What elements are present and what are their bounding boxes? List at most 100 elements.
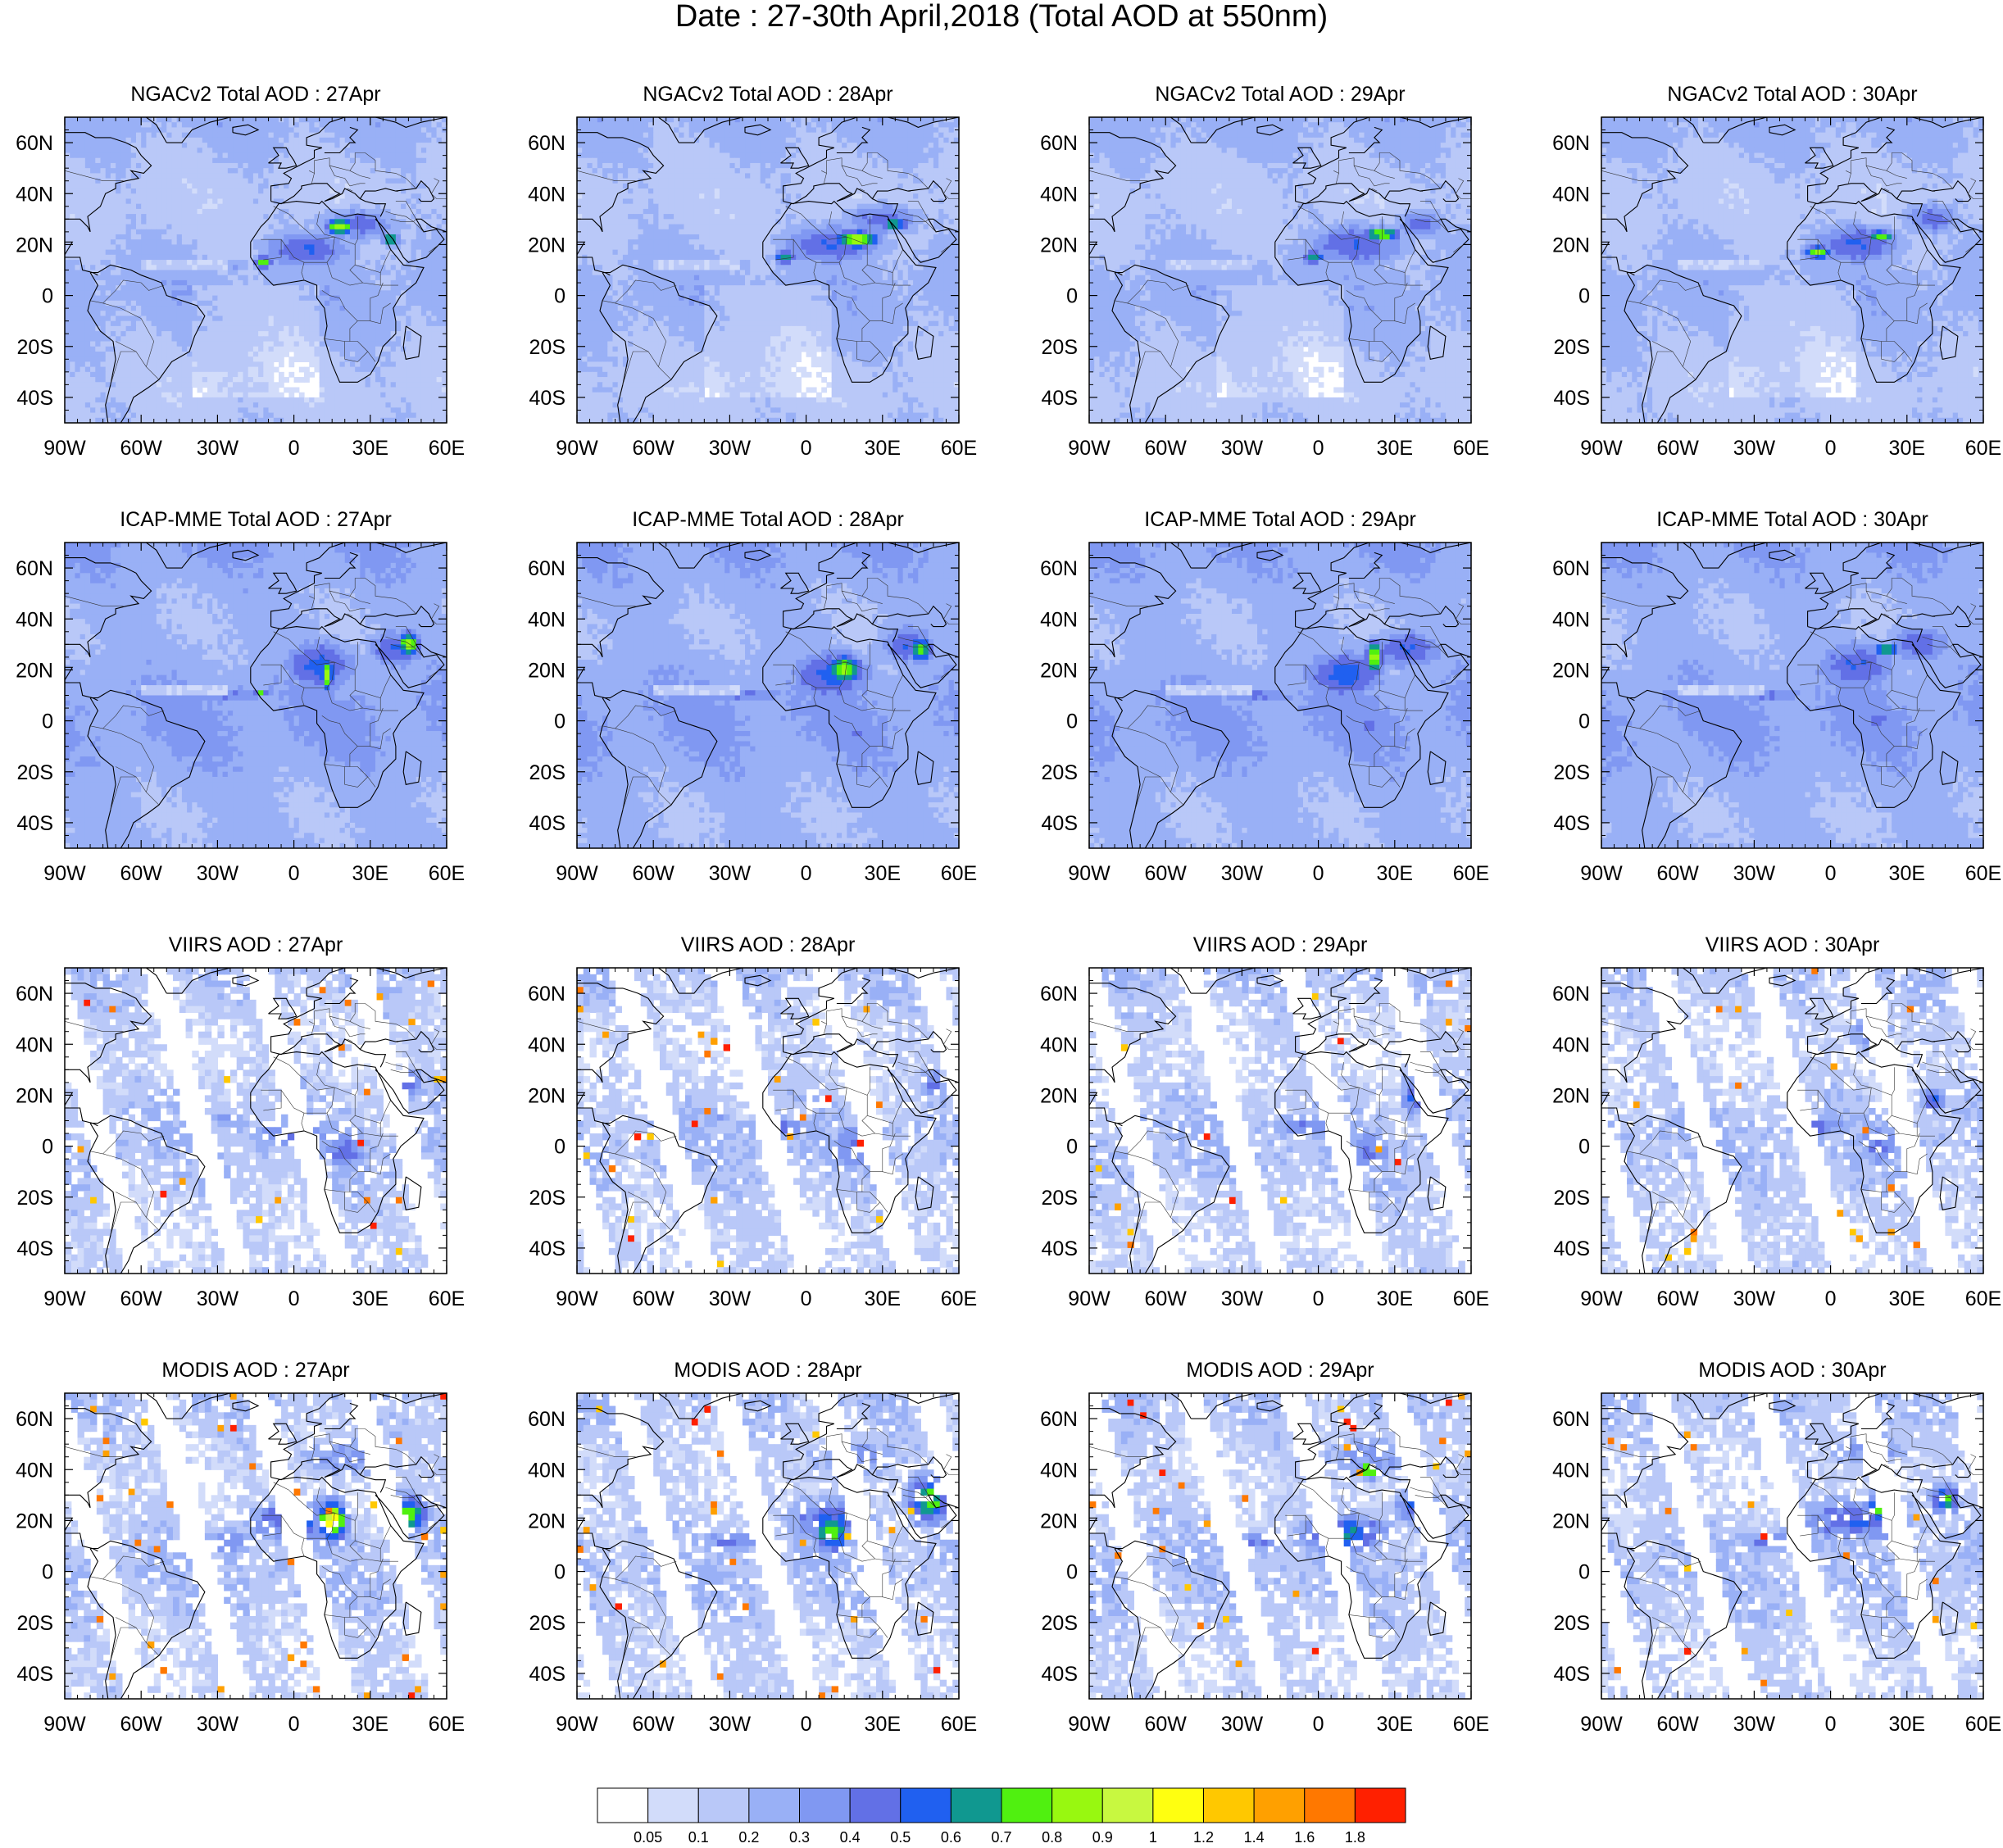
y-tick-label: 20N (1040, 234, 1078, 257)
colorbar-label: 1.6 (1294, 1829, 1315, 1846)
aod-field (577, 117, 959, 423)
y-tick-label: 20S (17, 336, 53, 359)
panel-title: VIIRS AOD : 28Apr (681, 933, 856, 956)
y-tick-label: 40N (16, 1033, 53, 1056)
coastline-overlay (577, 1393, 959, 1699)
y-tick-label: 40S (1042, 1237, 1078, 1260)
x-tick-label: 30E (1377, 862, 1413, 885)
y-tick-label: 0 (1066, 285, 1078, 308)
map-panel: ICAP-MME Total AOD : 27Apr 90W 60W 30W 0 30E 6… (16, 508, 465, 885)
map-panel: MODIS AOD : 29Apr 90W 60W 30W 0 30E 60E 60N 40N 2… (1040, 1359, 1489, 1736)
x-tick-label: 30E (352, 1287, 388, 1310)
y-tick-label: 20S (529, 761, 565, 784)
panel-title: NGACv2 Total AOD : 28Apr (643, 83, 892, 106)
aod-field (577, 1393, 959, 1699)
colorbar-swatch (1304, 1787, 1356, 1823)
y-tick-label: 60N (1552, 1408, 1590, 1431)
y-tick-label: 20N (1040, 1084, 1078, 1107)
colorbar-label: 0.6 (941, 1829, 961, 1846)
x-tick-label: 60E (429, 1287, 465, 1310)
x-tick-label: 60W (632, 1287, 674, 1310)
y-tick-label: 40S (1554, 1237, 1590, 1260)
y-tick-label: 40N (16, 183, 53, 206)
x-tick-label: 60W (1144, 862, 1187, 885)
x-tick-label: 0 (1825, 1287, 1837, 1310)
x-tick-label: 30W (709, 1287, 752, 1310)
x-tick-label: 60W (1144, 437, 1187, 460)
x-tick-label: 60W (120, 1713, 162, 1736)
x-tick-label: 60E (1965, 1287, 2001, 1310)
y-tick-label: 20S (17, 1187, 53, 1210)
aod-field (65, 1393, 447, 1699)
colorbar-swatch (1051, 1787, 1103, 1823)
y-tick-label: 40S (1554, 387, 1590, 410)
colorbar-swatch (1152, 1787, 1205, 1823)
coastline-overlay (65, 1393, 447, 1699)
map-panel: ICAP-MME Total AOD : 29Apr 90W 60W 30W 0 30E 6… (1040, 508, 1489, 885)
x-tick-label: 60E (1965, 1713, 2001, 1736)
y-tick-label: 0 (554, 285, 565, 308)
x-tick-label: 30W (197, 1287, 239, 1310)
y-tick-label: 20S (1554, 1612, 1590, 1635)
x-tick-label: 30E (352, 437, 388, 460)
x-tick-label: 60W (632, 1713, 674, 1736)
colorbar-label: 1.2 (1193, 1829, 1214, 1846)
panel-title: NGACv2 Total AOD : 30Apr (1667, 83, 1917, 106)
aod-field (1601, 1393, 1983, 1699)
y-tick-label: 60N (528, 557, 565, 580)
x-tick-label: 30W (197, 437, 239, 460)
panel-grid: NGACv2 Total AOD : 27Apr 90W 60W 30W 0 30E 60E… (16, 83, 2001, 1736)
x-tick-label: 30W (1733, 1713, 1776, 1736)
y-tick-label: 0 (554, 1561, 565, 1584)
colorbar-swatch (1001, 1787, 1053, 1823)
panel-title: ICAP-MME Total AOD : 29Apr (1144, 508, 1416, 531)
map-panel: ICAP-MME Total AOD : 30Apr 90W 60W 30W 0 30E 6… (1552, 508, 2001, 885)
x-tick-label: 30E (865, 862, 901, 885)
x-tick-label: 60E (429, 437, 465, 460)
y-tick-label: 40S (529, 812, 565, 835)
x-tick-label: 30E (865, 1287, 901, 1310)
x-tick-label: 0 (1825, 862, 1837, 885)
y-tick-label: 60N (1040, 557, 1078, 580)
x-tick-label: 0 (801, 862, 812, 885)
y-tick-label: 40N (1040, 608, 1078, 631)
y-tick-label: 40S (17, 387, 53, 410)
map-panel: VIIRS AOD : 29Apr 90W 60W 30W 0 30E 60E 60N 40N 2… (1040, 933, 1489, 1310)
aod-field (577, 543, 959, 848)
coastline-overlay (577, 117, 959, 423)
y-tick-label: 20N (1552, 1510, 1590, 1532)
y-tick-label: 60N (528, 1408, 565, 1431)
map-panel: NGACv2 Total AOD : 28Apr 90W 60W 30W 0 30E 60E… (528, 83, 977, 460)
x-tick-label: 0 (288, 1713, 300, 1736)
y-tick-label: 40N (16, 1459, 53, 1482)
y-tick-label: 0 (1578, 1561, 1590, 1584)
y-tick-label: 20N (1552, 659, 1590, 682)
x-tick-label: 30E (1377, 1287, 1413, 1310)
colorbar-swatch (950, 1787, 1002, 1823)
y-tick-label: 40N (528, 1033, 565, 1056)
y-tick-label: 40S (529, 1663, 565, 1686)
y-tick-label: 60N (1552, 557, 1590, 580)
map-panel: MODIS AOD : 30Apr 90W 60W 30W 0 30E 60E 60N 40N 2… (1552, 1359, 2001, 1736)
coastline-overlay (65, 117, 447, 423)
y-tick-label: 20S (1042, 336, 1078, 359)
x-tick-label: 90W (1580, 1287, 1623, 1310)
x-tick-label: 0 (288, 862, 300, 885)
y-tick-label: 20N (1040, 1510, 1078, 1532)
x-tick-label: 60W (1656, 1713, 1699, 1736)
y-tick-label: 40N (1552, 608, 1590, 631)
x-tick-label: 0 (288, 1287, 300, 1310)
x-tick-label: 60E (941, 862, 977, 885)
y-tick-label: 40S (1042, 812, 1078, 835)
x-tick-label: 30E (1889, 862, 1925, 885)
y-tick-label: 40N (1040, 1459, 1078, 1482)
x-tick-label: 30W (1733, 1287, 1776, 1310)
y-tick-label: 40S (17, 1237, 53, 1260)
y-tick-label: 40N (1552, 1033, 1590, 1056)
y-tick-label: 60N (1552, 132, 1590, 155)
colorbar-label: 0.4 (840, 1829, 861, 1846)
x-tick-label: 0 (801, 437, 812, 460)
x-tick-label: 30E (352, 1713, 388, 1736)
y-tick-label: 0 (42, 1136, 53, 1159)
coastline-overlay (65, 968, 447, 1274)
